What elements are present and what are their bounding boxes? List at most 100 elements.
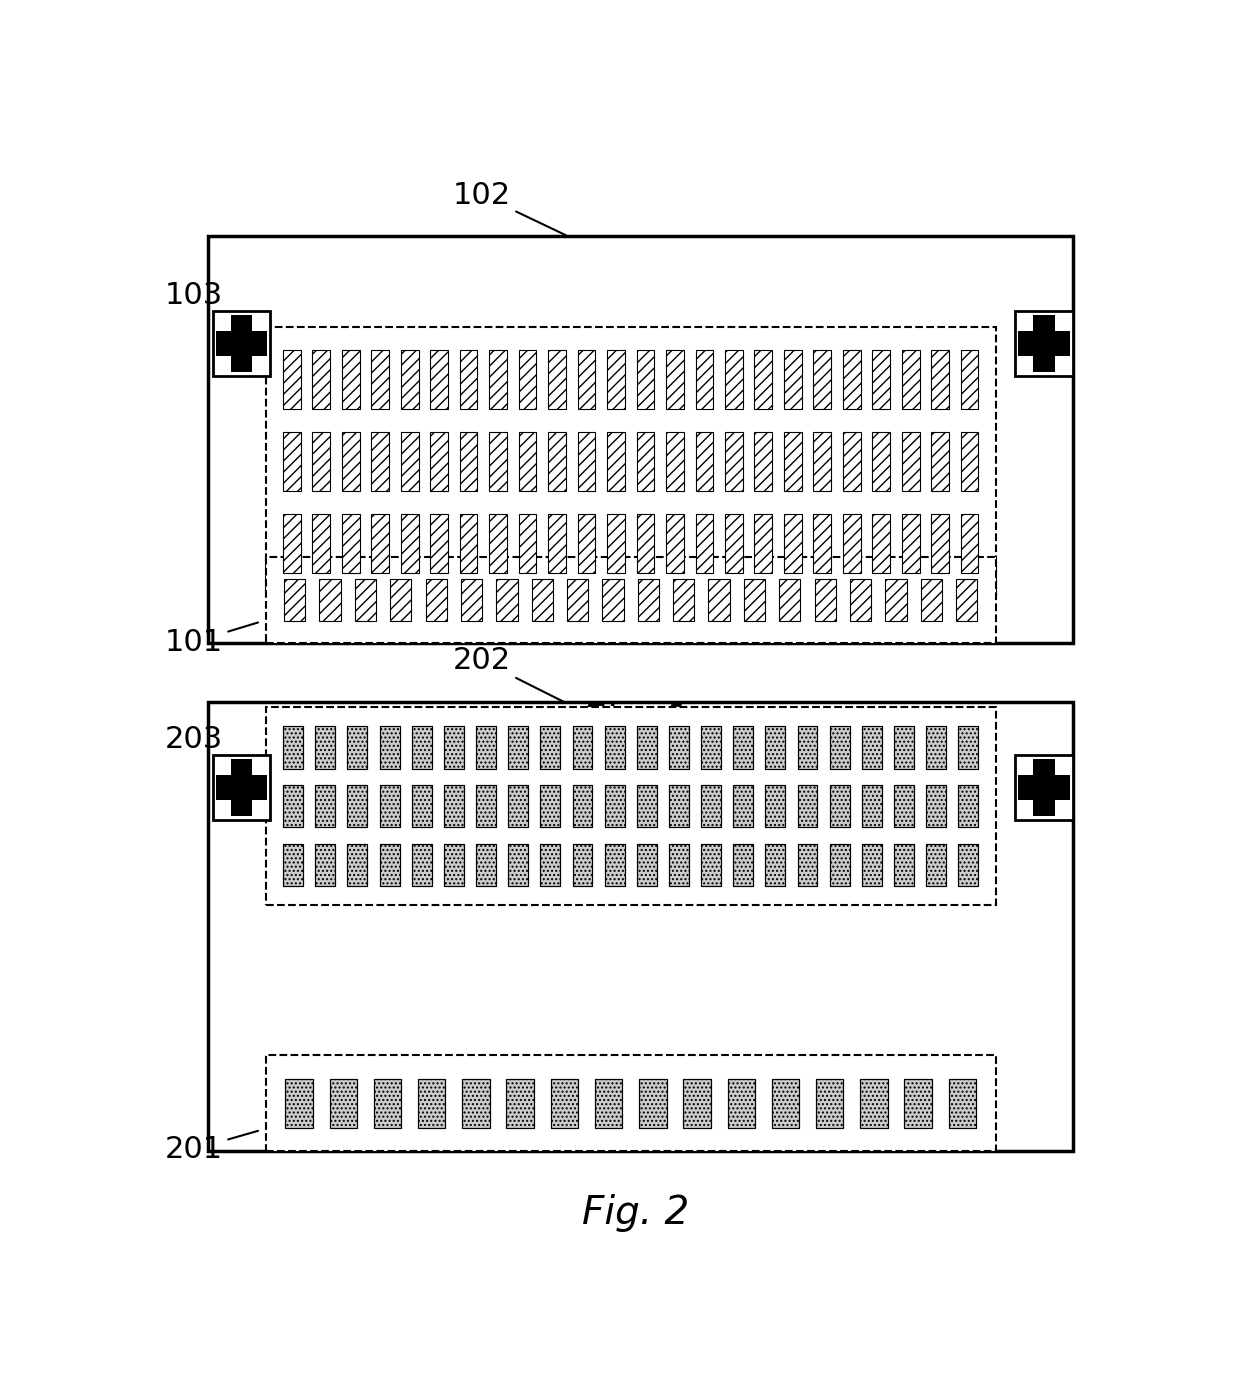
- Bar: [283, 726, 303, 769]
- Bar: [541, 726, 560, 769]
- Bar: [733, 785, 753, 827]
- Bar: [412, 785, 432, 827]
- Bar: [578, 514, 595, 573]
- Bar: [1033, 759, 1055, 816]
- Bar: [460, 349, 477, 409]
- Bar: [668, 726, 689, 769]
- Bar: [926, 844, 946, 887]
- Text: Fig. 1: Fig. 1: [582, 702, 689, 739]
- Bar: [573, 726, 593, 769]
- Bar: [961, 514, 978, 573]
- Bar: [315, 844, 335, 887]
- Bar: [926, 785, 946, 827]
- Bar: [765, 844, 785, 887]
- Bar: [573, 844, 593, 887]
- Bar: [843, 514, 861, 573]
- Bar: [476, 785, 496, 827]
- Bar: [379, 785, 399, 827]
- Bar: [784, 349, 801, 409]
- Bar: [733, 726, 753, 769]
- Bar: [371, 349, 389, 409]
- Bar: [754, 349, 773, 409]
- Bar: [379, 726, 399, 769]
- Bar: [701, 726, 720, 769]
- Bar: [733, 726, 753, 769]
- Bar: [701, 785, 720, 827]
- Text: Fig. 2: Fig. 2: [582, 1194, 689, 1233]
- Bar: [506, 1079, 534, 1127]
- Bar: [347, 785, 367, 827]
- Bar: [608, 514, 625, 573]
- Bar: [315, 785, 335, 827]
- Bar: [904, 1079, 931, 1127]
- Bar: [862, 726, 882, 769]
- Bar: [412, 726, 432, 769]
- Text: 203: 203: [165, 726, 224, 759]
- Bar: [926, 726, 946, 769]
- Bar: [666, 349, 683, 409]
- Bar: [265, 708, 996, 905]
- Bar: [595, 1079, 622, 1127]
- Bar: [490, 514, 507, 573]
- Text: 102: 102: [453, 181, 565, 235]
- Bar: [412, 785, 432, 827]
- Bar: [265, 557, 996, 644]
- Bar: [959, 726, 978, 769]
- Bar: [551, 1079, 578, 1127]
- Bar: [728, 1079, 755, 1127]
- Bar: [637, 580, 658, 621]
- Bar: [284, 580, 305, 621]
- Bar: [418, 1079, 445, 1127]
- Bar: [412, 726, 432, 769]
- Bar: [342, 349, 360, 409]
- Bar: [637, 785, 657, 827]
- Bar: [959, 844, 978, 887]
- Bar: [843, 349, 861, 409]
- Bar: [208, 702, 1073, 1151]
- Bar: [830, 726, 849, 769]
- Bar: [379, 844, 399, 887]
- Bar: [784, 514, 801, 573]
- Bar: [894, 726, 914, 769]
- Bar: [548, 349, 565, 409]
- Bar: [315, 785, 335, 827]
- Bar: [430, 349, 448, 409]
- Bar: [283, 844, 303, 887]
- Bar: [578, 349, 595, 409]
- Bar: [725, 349, 743, 409]
- Bar: [371, 514, 389, 573]
- Bar: [605, 726, 625, 769]
- Bar: [430, 514, 448, 573]
- Bar: [668, 785, 689, 827]
- Bar: [843, 431, 861, 491]
- Bar: [595, 1079, 622, 1127]
- Bar: [959, 726, 978, 769]
- Bar: [265, 327, 996, 595]
- Bar: [668, 785, 689, 827]
- Bar: [683, 1079, 711, 1127]
- Bar: [637, 785, 657, 827]
- Bar: [283, 726, 303, 769]
- Bar: [765, 785, 785, 827]
- Bar: [283, 431, 300, 491]
- Bar: [460, 431, 477, 491]
- Bar: [725, 514, 743, 573]
- Bar: [603, 580, 624, 621]
- Bar: [605, 785, 625, 827]
- Bar: [668, 844, 689, 887]
- Bar: [959, 785, 978, 827]
- Bar: [373, 1079, 402, 1127]
- Bar: [637, 844, 657, 887]
- Bar: [476, 785, 496, 827]
- Bar: [673, 580, 694, 621]
- Bar: [444, 726, 464, 769]
- Bar: [830, 726, 849, 769]
- Bar: [379, 785, 399, 827]
- Bar: [926, 785, 946, 827]
- Bar: [463, 1079, 490, 1127]
- Bar: [931, 431, 949, 491]
- Bar: [518, 349, 537, 409]
- Bar: [1016, 756, 1073, 820]
- Bar: [779, 580, 801, 621]
- Bar: [605, 844, 625, 887]
